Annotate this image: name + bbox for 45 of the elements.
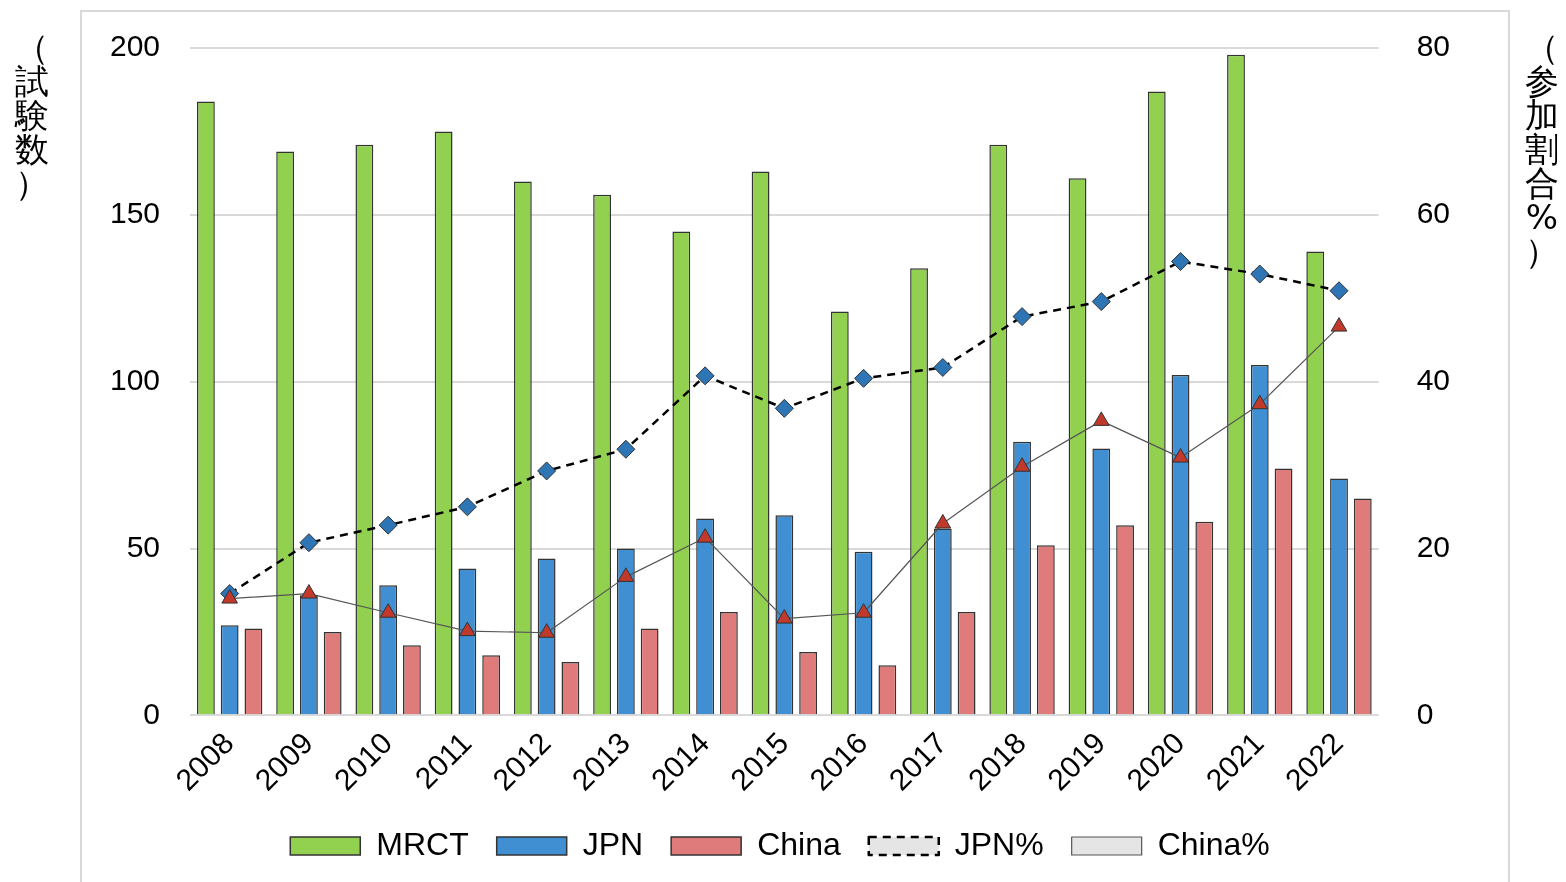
legend-label: China bbox=[757, 825, 841, 862]
point bbox=[1329, 281, 1349, 301]
point bbox=[934, 513, 952, 529]
point bbox=[695, 366, 715, 386]
y-tick-label: 100 bbox=[109, 362, 161, 396]
point bbox=[1091, 292, 1111, 312]
y-tick-label: 0 bbox=[143, 696, 161, 730]
point bbox=[378, 515, 398, 535]
y2-axis-title: （参加割合%） bbox=[1524, 27, 1560, 271]
point bbox=[1093, 411, 1110, 426]
y-tick-label: 200 bbox=[109, 29, 161, 63]
point bbox=[300, 584, 318, 599]
legend-label: MRCT bbox=[376, 825, 469, 862]
y-axis-title: （試験数） bbox=[13, 27, 50, 203]
point bbox=[854, 368, 874, 388]
point bbox=[457, 497, 477, 517]
point bbox=[1171, 252, 1191, 272]
point bbox=[774, 398, 794, 418]
point bbox=[617, 567, 635, 582]
point bbox=[1013, 457, 1031, 472]
y2-tick-label: 40 bbox=[1416, 362, 1451, 396]
point bbox=[299, 533, 319, 553]
y2-tick-label: 20 bbox=[1416, 529, 1451, 563]
point bbox=[855, 603, 872, 618]
point bbox=[696, 528, 714, 543]
point bbox=[1172, 448, 1189, 463]
y2-tick-label: 80 bbox=[1416, 29, 1451, 63]
point bbox=[1251, 394, 1269, 410]
point bbox=[538, 623, 555, 638]
y-tick-label: 150 bbox=[109, 196, 161, 230]
point bbox=[379, 603, 397, 618]
y2-tick-label: 60 bbox=[1416, 196, 1451, 230]
y-tick-label: 50 bbox=[126, 529, 161, 563]
point bbox=[459, 621, 476, 637]
point bbox=[221, 589, 238, 604]
legend-label: China% bbox=[1157, 825, 1270, 862]
point bbox=[933, 358, 953, 377]
legend-label: JPN bbox=[582, 825, 644, 862]
point bbox=[616, 439, 636, 459]
point bbox=[537, 461, 557, 481]
point bbox=[1012, 307, 1032, 327]
legend-label: JPN% bbox=[954, 825, 1044, 862]
y2-tick-label: 0 bbox=[1416, 696, 1434, 730]
point bbox=[776, 609, 793, 624]
point bbox=[1250, 264, 1270, 284]
